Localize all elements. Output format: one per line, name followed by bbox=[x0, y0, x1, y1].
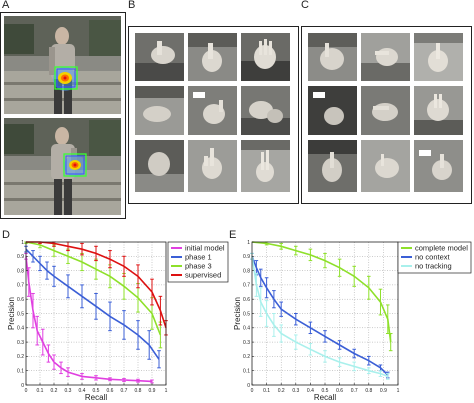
x-tick-label: 0.3 bbox=[65, 388, 72, 394]
x-tick-label: 0.5 bbox=[322, 388, 329, 394]
legend-label-1: phase 1 bbox=[185, 253, 212, 262]
y-tick-label: 0.8 bbox=[17, 268, 24, 274]
legend-label-0: complete model bbox=[415, 244, 468, 253]
chart-d-precision-recall: 0 0.1 0.2 0.3 0.4 0.5 0.6 0.7 0.8 0.9 1 0 0.1 0.2 0.3 0… bbox=[7, 240, 229, 402]
panel-a-frames bbox=[0, 12, 126, 219]
x-tick-label: 0.4 bbox=[79, 388, 86, 394]
y-tick-label: 0.7 bbox=[243, 283, 250, 289]
y-tick-label: 0.4 bbox=[243, 326, 250, 332]
x-tick-label: 0.9 bbox=[149, 388, 156, 394]
panel-e-letter: E bbox=[229, 229, 237, 241]
y-tick-label: 0.4 bbox=[17, 326, 24, 332]
x-tick-label: 0 bbox=[251, 388, 254, 394]
panel-b-letter: B bbox=[128, 0, 136, 11]
x-tick-label: 0 bbox=[25, 388, 28, 394]
panel-c-gesture-grid bbox=[301, 26, 472, 204]
x-tick-label: 0.6 bbox=[107, 388, 114, 394]
y-tick-label: 0.9 bbox=[17, 254, 24, 260]
chart-e-precision-recall: 0 0.1 0.2 0.3 0.4 0.5 0.6 0.7 0.8 0.9 1 0 0.1 0.2 0.3 0… bbox=[233, 240, 472, 402]
y-tick-label: 0.3 bbox=[17, 340, 24, 346]
y-tick-label: 0.5 bbox=[243, 311, 250, 317]
panel-b-gesture-grid bbox=[128, 26, 299, 204]
x-tick-label: 0.9 bbox=[380, 388, 387, 394]
x-tick-label: 0.1 bbox=[37, 388, 44, 394]
series-line-1 bbox=[251, 256, 389, 376]
series-line-3 bbox=[26, 241, 167, 329]
y-tick-label: 0 bbox=[247, 383, 250, 389]
y-tick-label: 0.3 bbox=[243, 340, 250, 346]
x-tick-label: 0.5 bbox=[93, 388, 100, 394]
x-tick-label: 0.4 bbox=[307, 388, 314, 394]
x-tick-label: 0.7 bbox=[121, 388, 128, 394]
y-tick-label: 1 bbox=[247, 240, 250, 246]
y-tick-label: 0.9 bbox=[243, 254, 250, 260]
y-tick-label: 0.1 bbox=[17, 369, 24, 375]
legend-label-0: initial model bbox=[185, 244, 225, 253]
x-tick-label: 0.3 bbox=[292, 388, 299, 394]
x-tick-label: 1 bbox=[397, 388, 400, 394]
x-axis-label: Recall bbox=[314, 393, 336, 402]
panel-c-letter: C bbox=[301, 0, 309, 11]
panel-a-letter: A bbox=[2, 0, 10, 11]
y-tick-label: 0 bbox=[21, 383, 24, 389]
x-tick-label: 0.8 bbox=[135, 388, 142, 394]
y-axis-label: Precision bbox=[233, 297, 242, 330]
x-tick-label: 0.8 bbox=[365, 388, 372, 394]
panel-d-letter: D bbox=[2, 229, 10, 241]
legend-label-3: supervised bbox=[185, 271, 221, 280]
y-tick-label: 0.7 bbox=[17, 283, 24, 289]
legend-label-1: no context bbox=[415, 253, 451, 262]
x-axis-label: Recall bbox=[85, 393, 107, 402]
y-tick-label: 1 bbox=[21, 240, 24, 246]
x-tick-label: 0.1 bbox=[263, 388, 270, 394]
gesture-thumbnails-c bbox=[308, 33, 463, 192]
y-tick-label: 0.2 bbox=[243, 354, 250, 360]
x-tick-label: 0.7 bbox=[351, 388, 358, 394]
y-tick-label: 0.2 bbox=[17, 354, 24, 360]
video-frame-bottom bbox=[4, 118, 121, 215]
y-axis-label: Precision bbox=[7, 297, 16, 330]
y-tick-label: 0.6 bbox=[243, 297, 250, 303]
series-line-0 bbox=[251, 241, 392, 343]
legend-label-2: no tracking bbox=[415, 262, 452, 271]
x-tick-label: 0.6 bbox=[336, 388, 343, 394]
y-tick-label: 0.1 bbox=[243, 369, 250, 375]
x-tick-label: 0.2 bbox=[51, 388, 58, 394]
video-frame-top bbox=[4, 16, 121, 114]
y-tick-label: 0.6 bbox=[17, 297, 24, 303]
x-tick-label: 0.2 bbox=[278, 388, 285, 394]
y-tick-label: 0.5 bbox=[17, 311, 24, 317]
gesture-thumbnails-b bbox=[135, 33, 290, 192]
legend-label-2: phase 3 bbox=[185, 262, 212, 271]
x-tick-label: 1 bbox=[165, 388, 168, 394]
series-line-2 bbox=[251, 256, 389, 378]
y-tick-label: 0.8 bbox=[243, 268, 250, 274]
